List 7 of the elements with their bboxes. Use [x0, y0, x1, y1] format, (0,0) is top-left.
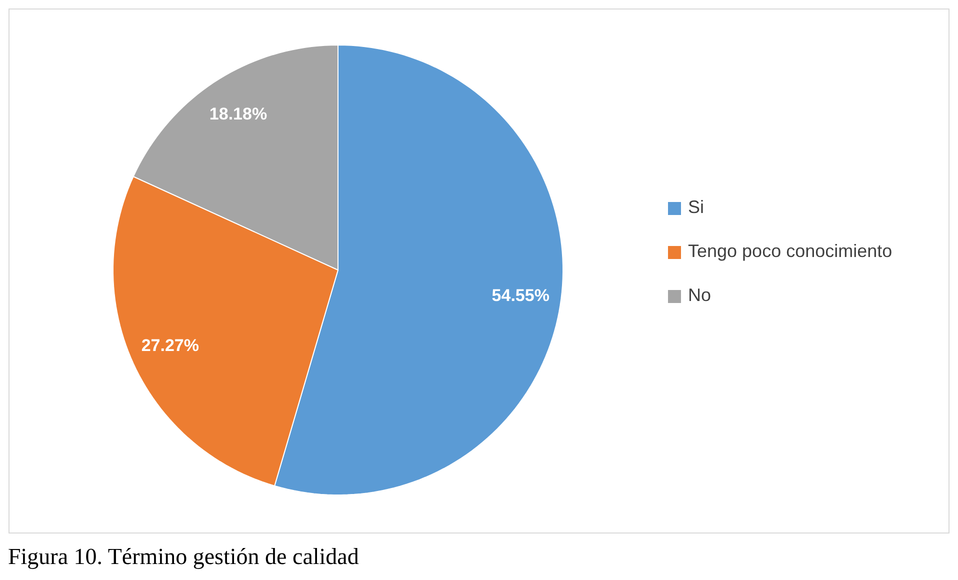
text: Figura 10. Término gestión de calidad	[8, 544, 360, 569]
legend-label: Tengo poco conocimiento	[688, 240, 892, 261]
data-label: 54.55%	[492, 286, 550, 305]
data-label: 18.18%	[209, 104, 268, 124]
legend-label: No	[688, 284, 712, 305]
data-label: 27.27%	[141, 336, 199, 356]
legend-label: Si	[688, 196, 704, 217]
